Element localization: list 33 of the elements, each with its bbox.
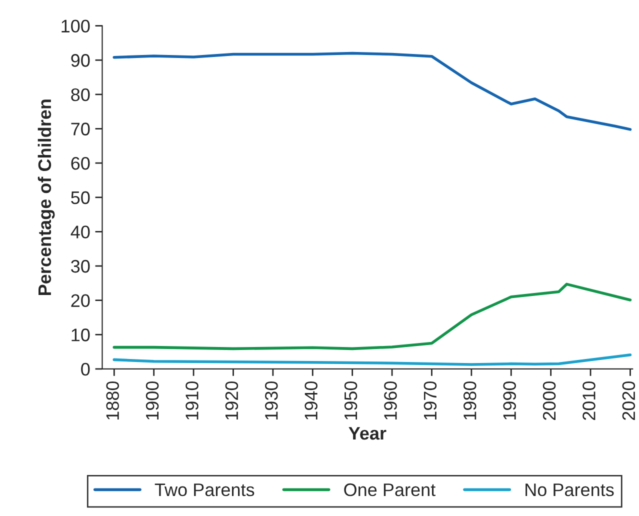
y-tick-label: 100 [62, 20, 90, 33]
line-series [112, 282, 632, 350]
y-axis-title: Percentage of Children [38, 100, 55, 295]
y-tick-label: 50 [71, 191, 90, 204]
x-tick-label: 1930 [265, 381, 278, 420]
x-tick-label: 1910 [186, 381, 198, 420]
x-tick-label: 1920 [225, 381, 238, 420]
y-tick-label: 30 [71, 260, 90, 273]
y-tick-label: 10 [72, 328, 90, 342]
y-tick-label: 70 [71, 122, 90, 136]
x-tick-label: 1940 [304, 381, 318, 420]
line-series [112, 52, 632, 131]
x-tick-label: 2010 [582, 381, 596, 420]
x-tick-label: 1980 [463, 381, 476, 420]
x-tick-label: 1900 [146, 381, 159, 420]
y-tick-label: 80 [71, 88, 90, 102]
legend-label: No Parents [526, 484, 614, 496]
x-tick-label: 1970 [424, 381, 437, 420]
legend-label: Two Parents [154, 484, 254, 496]
x-tick-label: 1990 [503, 381, 516, 420]
legend-label: One Parent [344, 483, 436, 496]
x-tick-label: 1950 [344, 381, 358, 420]
x-tick-label: 2000 [542, 381, 556, 420]
x-tick-label: 2020 [622, 381, 636, 420]
y-tick-label: 60 [71, 156, 90, 170]
y-tick-label: 40 [70, 226, 90, 238]
y-tick-label: 20 [71, 294, 90, 308]
x-tick-label: 1880 [106, 381, 119, 420]
y-tick-label: 0 [81, 362, 90, 376]
x-tick-label: 1960 [384, 381, 397, 420]
line-series [112, 353, 632, 366]
x-axis-title: Year [348, 427, 386, 440]
y-tick-label: 90 [71, 54, 90, 67]
